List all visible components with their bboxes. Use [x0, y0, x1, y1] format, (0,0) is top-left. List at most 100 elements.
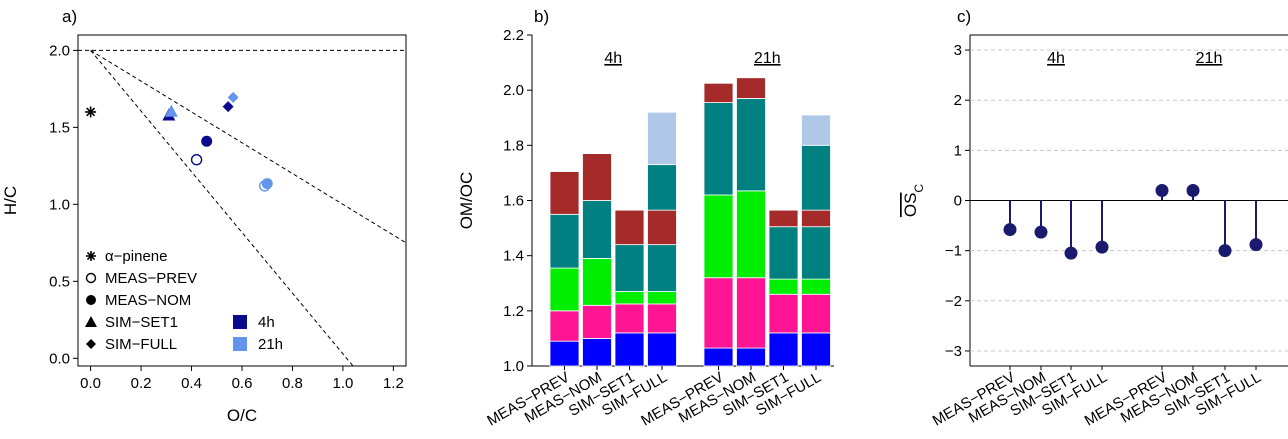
bar-segment	[614, 332, 645, 367]
x-tick-label: 0.6	[232, 375, 253, 392]
x-tick-label: 1.0	[332, 375, 353, 392]
circle-marker	[261, 178, 273, 190]
panel-label: c)	[957, 7, 971, 26]
bar-segment	[582, 200, 612, 259]
legend-swatch	[233, 337, 247, 351]
bar-segment	[647, 244, 677, 292]
reference-line	[90, 50, 354, 366]
group-label: 4h	[1047, 50, 1065, 67]
bar-segment	[801, 226, 831, 280]
circle-marker	[201, 135, 213, 147]
y-tick-label: 1.8	[503, 137, 524, 154]
legend-label: α−pinene	[105, 248, 167, 265]
diamond-marker	[227, 91, 239, 103]
bar-segment	[549, 340, 580, 367]
bar-segment	[768, 332, 799, 367]
panel-label: b)	[534, 7, 549, 26]
y-axis-title: OSC	[901, 184, 926, 218]
panel-label: a)	[62, 7, 77, 26]
y-axis-title: OM/OC	[457, 172, 476, 230]
bar-segment	[768, 278, 799, 295]
y-tick-label: 1.4	[503, 248, 524, 265]
open-circle-marker	[190, 154, 203, 166]
bar-segment	[768, 293, 799, 334]
bar-segment	[703, 102, 734, 196]
y-axis-title-subscript: C	[912, 184, 926, 193]
bar-segment	[801, 293, 831, 334]
asterisk-marker	[85, 106, 97, 118]
bar-segment	[549, 267, 580, 312]
stacked-bar	[582, 153, 612, 367]
bar-segment	[582, 153, 612, 201]
bar-segment	[647, 332, 677, 367]
y-tick-label: 1.6	[503, 193, 524, 210]
lollipop-point	[1186, 183, 1200, 197]
bar-segment	[703, 82, 734, 103]
x-axis-title: O/C	[227, 406, 257, 425]
bar-segment	[647, 111, 677, 166]
triangle-marker	[85, 316, 97, 327]
bar-segment	[703, 347, 734, 367]
triangle-marker	[164, 104, 178, 117]
bar-segment	[801, 144, 831, 211]
bar-segment	[736, 347, 766, 367]
bar-segment	[549, 310, 580, 342]
legend-label: MEAS−PREV	[105, 270, 197, 287]
asterisk-marker	[86, 251, 96, 261]
legend-swatch	[233, 315, 247, 329]
group-label: 4h	[604, 50, 622, 67]
lollipop-point	[1095, 240, 1109, 254]
y-tick-label: 1	[954, 142, 962, 159]
y-tick-label: 0.5	[49, 273, 70, 290]
bar-segment	[703, 277, 734, 349]
stacked-bar	[647, 111, 677, 367]
bar-segment	[647, 164, 677, 211]
y-tick-label: −2	[945, 293, 962, 310]
bar-segment	[736, 77, 766, 99]
lollipop-point	[1155, 183, 1169, 197]
bar-segment	[647, 291, 677, 305]
bar-segment	[801, 332, 831, 367]
bar-segment	[614, 303, 645, 334]
lollipop-point	[1064, 246, 1078, 260]
bar-segment	[801, 278, 831, 295]
y-tick-label: 1.0	[503, 358, 524, 375]
stacked-bar	[801, 114, 831, 367]
y-tick-label: 0.0	[49, 350, 70, 367]
bar-segment	[801, 209, 831, 228]
x-tick-label: 0.2	[131, 375, 152, 392]
y-tick-label: −3	[945, 343, 962, 360]
bar-segment	[647, 209, 677, 246]
x-tick-label: 0.0	[80, 375, 101, 392]
stacked-bar	[549, 171, 580, 367]
legend-label: MEAS−NOM	[105, 292, 191, 309]
x-tick-label: 0.8	[282, 375, 303, 392]
bar-segment	[736, 277, 766, 349]
bar-segment	[768, 209, 799, 228]
bar-segment	[582, 304, 612, 339]
bar-segment	[736, 190, 766, 279]
y-tick-label: −1	[945, 243, 962, 260]
legend: α−pinene MEAS−PREV MEAS−NOM SIM−SET1 SIM−FUL…	[85, 248, 283, 353]
bar-segment	[703, 194, 734, 279]
stacked-bar	[614, 209, 645, 367]
bar-segment	[768, 226, 799, 280]
y-tick-label: 2	[954, 92, 962, 109]
lollipop-point	[1034, 225, 1048, 239]
bar-segment	[582, 338, 612, 367]
y-tick-label: 2.0	[49, 42, 70, 59]
x-tick-label: 1.2	[383, 375, 404, 392]
legend-label: 21h	[258, 336, 283, 353]
lollipop-point	[1249, 238, 1263, 252]
y-tick-label: 1.0	[49, 196, 70, 213]
bar-segment	[549, 171, 580, 215]
asterisk-stroke	[86, 107, 96, 117]
asterisk-stroke	[86, 251, 96, 261]
bar-segment	[614, 291, 645, 305]
lollipop-point	[1218, 244, 1232, 258]
panel-b: 1.01.21.41.61.82.02.2OM/OCb)4h 21hMEAS−PR…	[457, 7, 834, 430]
circle-marker	[86, 295, 96, 305]
group-label: 21h	[754, 50, 781, 67]
